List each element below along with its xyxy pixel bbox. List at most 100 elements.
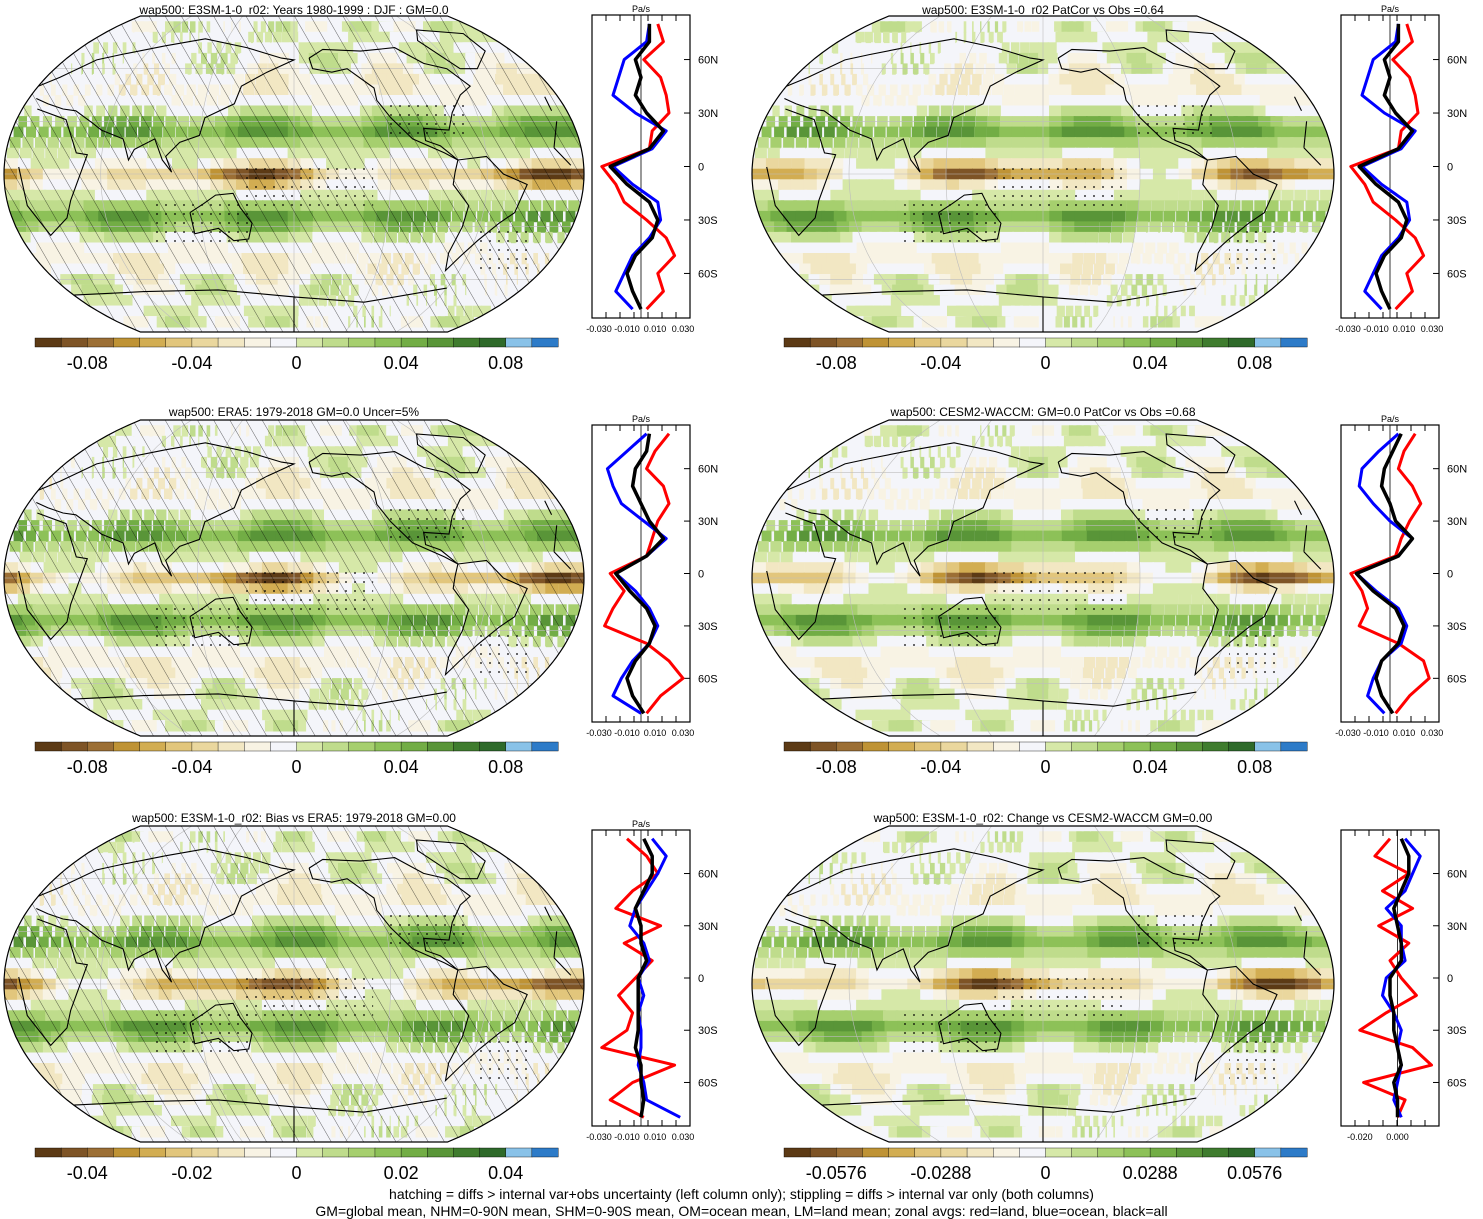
map-cell [988,21,990,32]
map-cell [1071,264,1082,275]
map-cell [1307,190,1319,201]
map-cell [899,531,911,542]
map-cell [901,489,909,500]
map-cell [990,499,1002,510]
map-cell [1081,316,1085,327]
map-cell [1235,285,1237,296]
map-cell [1203,148,1218,159]
map-cell [856,573,870,584]
map-cell [1139,200,1152,211]
map-cell [1254,285,1257,296]
map-cell [1243,583,1256,594]
map-cell [1107,295,1113,306]
map-cell [845,106,854,117]
map-cell [1107,253,1117,264]
map-cell [987,531,1000,542]
map-cell [1113,316,1115,327]
map-cell [1165,190,1178,201]
map-cell [1074,127,1088,138]
colorbar-swatch [140,338,166,347]
map-cell [1294,562,1309,573]
map-cell [1016,478,1027,489]
map-cell [1194,295,1196,306]
map-cell [850,499,858,510]
map-cell [1092,274,1101,285]
map-cell [1038,63,1050,74]
map-cell [809,467,810,478]
colorbar-tick-label: 0 [1040,353,1050,373]
map-cell [1101,148,1115,159]
map-cell [1283,253,1288,264]
map-cell [883,436,890,447]
map-cell [869,573,883,584]
map-cell [1281,562,1296,573]
map-cell [1062,221,1075,232]
map-cell [893,106,903,117]
map-cell [798,74,801,85]
profile-lat-label: 60S [1447,268,1467,280]
colorbar-swatch [375,338,401,347]
map-cell [1049,510,1062,521]
colorbar-swatch [113,338,139,347]
map-cell [779,158,792,169]
map-cell [920,436,923,447]
map-cell [913,85,921,96]
map-cell [959,169,973,180]
map-cell [1029,42,1039,53]
map-cell [1014,436,1021,447]
map-cell [869,562,882,573]
map-cell [856,594,871,605]
map-cell [986,467,995,478]
map-cell [946,583,960,594]
map-field [2,418,586,738]
map-cell [895,158,909,169]
map-field [750,14,1336,334]
map-cell [863,74,868,85]
map-cell [1001,106,1013,117]
map-cell [1302,510,1321,521]
map-cell [1037,552,1051,563]
map-cell [861,53,862,64]
map-cell [1013,510,1026,521]
map-cell [901,53,904,64]
map-cell [859,541,871,552]
map-cell [910,137,923,148]
map-cell [946,573,960,584]
map-cell [1282,179,1295,190]
map-cell [1240,211,1251,222]
map-cell [973,552,986,563]
colorbar-tick-label: 0.04 [384,757,419,777]
map-cell [955,499,966,510]
map-cell [1214,306,1222,317]
map-cell [1308,169,1322,180]
map-cell [967,499,978,510]
map-cell [947,446,951,457]
map-cell [1037,85,1050,96]
colorbar-tick-label: 0 [291,757,301,777]
map-cell [972,74,982,85]
map-cell [961,478,970,489]
map-cell [859,137,871,148]
map-cell [1022,436,1030,447]
map-cell [1077,295,1085,306]
map-cell [1162,221,1173,232]
map-cell [1009,457,1018,468]
map-cell [852,478,857,489]
map-cell [986,541,999,552]
map-cell [779,562,792,573]
colorbar-swatch [810,338,836,347]
map-cell [1000,232,1014,243]
map-cell [1152,604,1165,615]
map-cell [1312,221,1321,232]
profile-lat-label: 60N [698,55,718,67]
map-cell [999,211,1013,222]
map-cell [1049,95,1062,106]
map-cell [818,158,831,169]
map-cell [1269,583,1282,594]
map-cell [1147,274,1154,285]
colorbar-swatch [1019,338,1045,347]
map-cell [1038,274,1050,285]
profile-lat-label: 60N [1447,55,1467,67]
map-cell [803,499,810,510]
map-cell [1024,552,1038,563]
